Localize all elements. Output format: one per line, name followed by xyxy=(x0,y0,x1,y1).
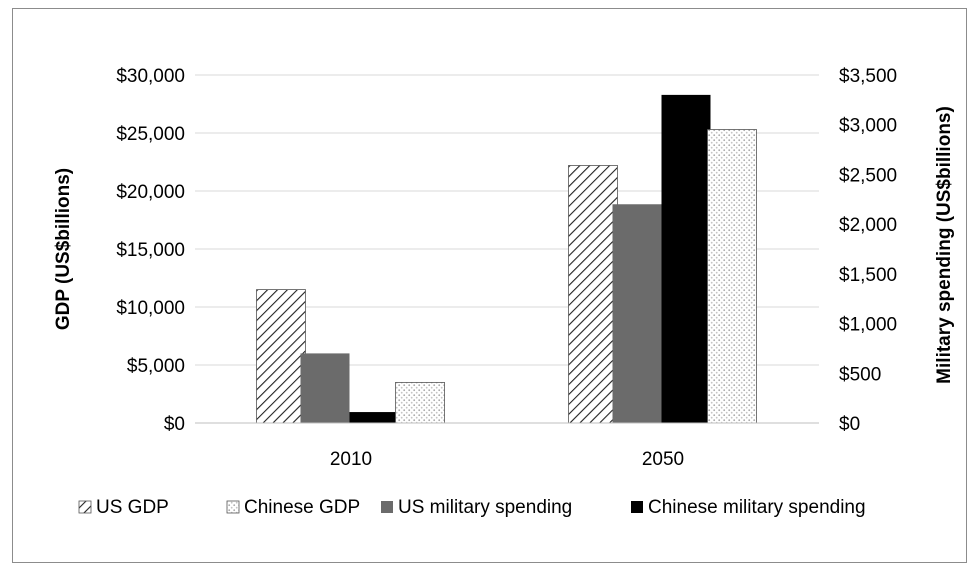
left-tick-label: $5,000 xyxy=(127,356,185,377)
left-tick-label: $25,000 xyxy=(116,124,185,145)
bars xyxy=(256,94,757,424)
legend-swatch xyxy=(78,500,92,514)
bar-us-military-spending xyxy=(612,204,662,423)
right-tick-label: $2,500 xyxy=(839,165,897,186)
bar-us-gdp xyxy=(256,289,306,424)
bar-chinese-military-spending xyxy=(661,94,711,423)
legend-label: Chinese GDP xyxy=(244,497,360,518)
left-tick-label: $30,000 xyxy=(116,66,185,87)
bar-chart: $0 $5,000 $10,000 $15,000 $20,000 $25,000 $30,… xyxy=(53,66,955,518)
chart-frame: $0 $5,000 $10,000 $15,000 $20,000 $25,000 $30,… xyxy=(12,8,967,563)
x-tick-label: 2010 xyxy=(330,449,372,470)
y2-axis-title: Military spending (US$billions) xyxy=(934,106,955,384)
right-tick-label: $2,000 xyxy=(839,215,897,236)
left-tick-label: $0 xyxy=(164,414,185,435)
left-tick-label: $20,000 xyxy=(116,182,185,203)
bar-chinese-military-spending xyxy=(349,412,399,423)
right-tick-label: $500 xyxy=(839,364,881,385)
y-axis-title: GDP (US$billions) xyxy=(53,168,74,330)
legend-swatch xyxy=(381,501,393,513)
bar-us-military-spending xyxy=(300,353,350,423)
bar-chinese-gdp xyxy=(395,381,445,424)
legend-swatch xyxy=(226,500,240,514)
bar-chinese-gdp xyxy=(707,129,757,424)
legend-label: US military spending xyxy=(398,497,572,518)
legend-label: Chinese military spending xyxy=(648,497,866,518)
right-tick-label: $1,000 xyxy=(839,315,897,336)
x-tick-label: 2050 xyxy=(642,449,684,470)
left-tick-label: $10,000 xyxy=(116,298,185,319)
bar-us-gdp xyxy=(568,165,618,424)
legend: US GDP Chinese GDP US military spending Chi… xyxy=(78,497,866,518)
legend-label: US GDP xyxy=(96,497,169,518)
right-tick-label: $3,500 xyxy=(839,66,897,87)
right-tick-label: $1,500 xyxy=(839,265,897,286)
axes: $0 $5,000 $10,000 $15,000 $20,000 $25,000 $30,… xyxy=(53,66,955,470)
right-tick-label: $0 xyxy=(839,414,860,435)
left-tick-label: $15,000 xyxy=(116,240,185,261)
legend-swatch xyxy=(631,501,643,513)
right-tick-label: $3,000 xyxy=(839,116,897,137)
